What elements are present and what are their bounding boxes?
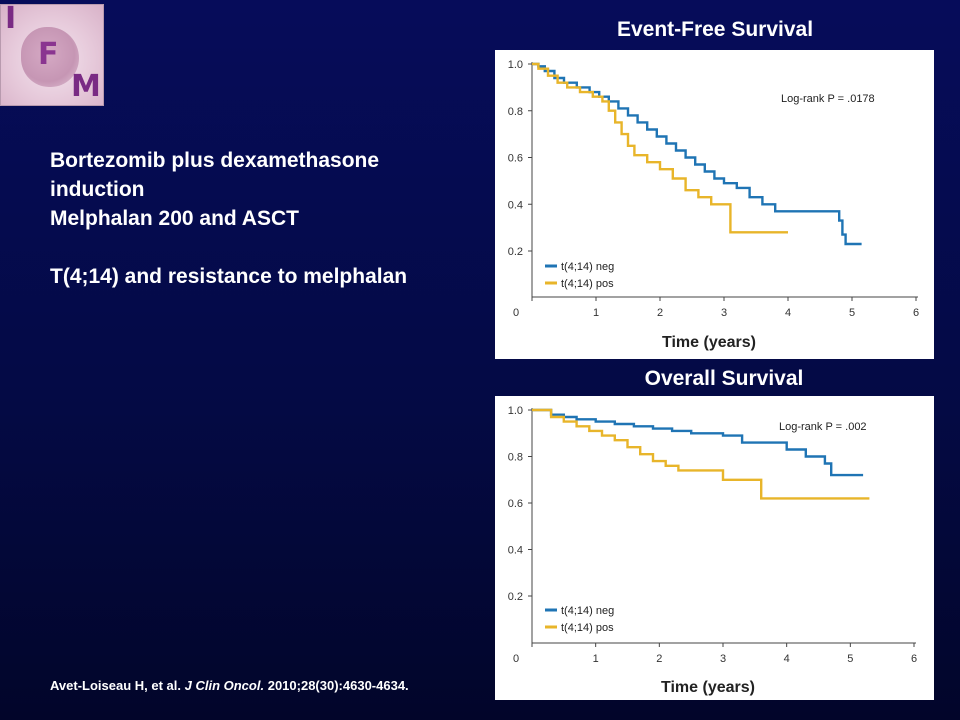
- os-chart-panel: 0.2 0.4 0.6 0.8 1.0 0 1 2 3 4 5 6 Time (years) Log-ra…: [495, 396, 934, 700]
- x-tick-label: 2: [657, 307, 663, 319]
- legend-label-pos: t(4;14) pos: [561, 278, 614, 290]
- text-line-3: Melphalan 200 and ASCT: [50, 207, 299, 230]
- x-tick-label: 1: [593, 653, 599, 665]
- efs-chart: 0.2 0.4 0.6 0.8 1.0 0 1 2 3 4 5 6 Time (years) Log-ra…: [508, 59, 919, 351]
- series-line-neg: [532, 62, 862, 246]
- series-line-pos: [532, 62, 788, 234]
- x-tick-label: 3: [721, 307, 727, 319]
- slide-text-block: Bortezomib plus dexamethasone induction …: [50, 146, 480, 291]
- y-tick-label: 0.6: [508, 498, 523, 510]
- x-tick-label: 2: [656, 653, 662, 665]
- x-tick-label: 5: [847, 653, 853, 665]
- x-tick-label: 6: [913, 307, 919, 319]
- log-rank-annotation: Log-rank P = .0178: [781, 93, 875, 105]
- y-tick-label: 1.0: [508, 405, 523, 417]
- y-tick-label: 1.0: [508, 59, 523, 71]
- text-line-1: Bortezomib plus dexamethasone: [50, 149, 380, 172]
- logo-letter-f: F: [38, 37, 59, 72]
- x-tick-label: 5: [849, 307, 855, 319]
- x-tick-label: 4: [784, 653, 790, 665]
- log-rank-annotation: Log-rank P = .002: [779, 421, 867, 433]
- x-tick-label: 4: [785, 307, 791, 319]
- y-tick-label: 0.8: [508, 106, 523, 118]
- series-line-neg: [532, 408, 864, 477]
- efs-chart-panel: 0.2 0.4 0.6 0.8 1.0 0 1 2 3 4 5 6 Time (years) Log-ra…: [495, 50, 934, 359]
- citation-details: 2010;28(30):4630-4634.: [267, 678, 409, 693]
- y-tick-label: 0.8: [508, 452, 523, 464]
- y-tick-label: 0.4: [508, 545, 523, 557]
- logo-letter-i: I: [5, 1, 17, 36]
- citation: Avet-Loiseau H, et al. J Clin Oncol. 201…: [50, 678, 409, 693]
- x-tick-label: 3: [720, 653, 726, 665]
- y-tick-label: 0.4: [508, 199, 523, 211]
- x-tick-label: 1: [593, 307, 599, 319]
- citation-authors: Avet-Loiseau H, et al.: [50, 678, 181, 693]
- legend-label-pos: t(4;14) pos: [561, 622, 614, 634]
- efs-chart-title: Event-Free Survival: [616, 18, 814, 41]
- text-line-2: induction: [50, 178, 145, 201]
- text-line-4: T(4;14) and resistance to melphalan: [50, 265, 408, 288]
- x-tick-label: 0: [513, 307, 519, 319]
- os-chart-title: Overall Survival: [644, 367, 804, 390]
- series-line-pos: [532, 408, 870, 500]
- y-tick-label: 0.6: [508, 153, 523, 165]
- os-chart: 0.2 0.4 0.6 0.8 1.0 0 1 2 3 4 5 6 Time (years) Log-ra…: [508, 405, 917, 696]
- citation-journal: J Clin Oncol.: [184, 678, 265, 693]
- x-tick-label: 0: [513, 653, 519, 665]
- x-tick-label: 6: [911, 653, 917, 665]
- y-tick-label: 0.2: [508, 246, 523, 258]
- logo-letter-m: M: [71, 69, 101, 104]
- ifm-logo: I F M: [0, 1, 104, 106]
- x-axis-label: Time (years): [662, 334, 756, 351]
- x-axis-label: Time (years): [661, 679, 755, 696]
- y-tick-label: 0.2: [508, 591, 523, 603]
- logo-cell-shape: [21, 27, 79, 87]
- legend-label-neg: t(4;14) neg: [561, 605, 614, 617]
- legend-label-neg: t(4;14) neg: [561, 261, 614, 273]
